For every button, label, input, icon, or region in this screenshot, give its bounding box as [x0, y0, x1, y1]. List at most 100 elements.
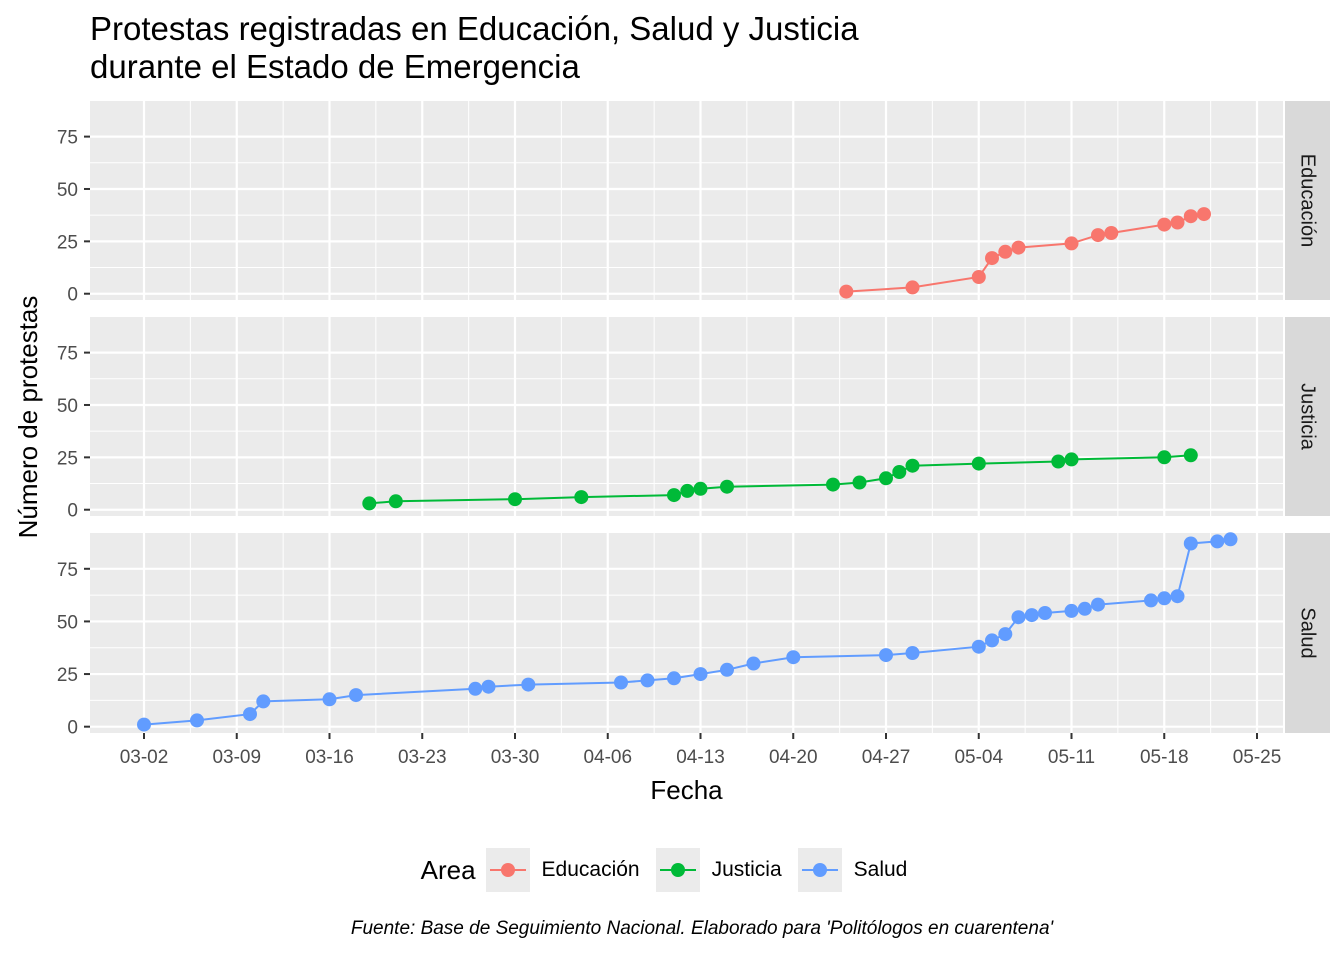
data-point-salud	[720, 662, 734, 677]
x-tick-label: 05-25	[1233, 747, 1282, 768]
data-point-salud	[786, 650, 801, 665]
data-point-salud	[667, 671, 681, 686]
data-point-salud	[905, 646, 920, 660]
data-point-educacion	[971, 270, 986, 284]
data-point-justicia	[680, 483, 695, 498]
y-tick-label: 50	[57, 612, 78, 633]
legend-item-justicia: Justicia	[655, 848, 782, 892]
facet-strip-label-salud: Salud	[1297, 607, 1319, 658]
x-tick-label: 04-13	[676, 747, 725, 768]
data-point-salud	[1077, 601, 1092, 616]
data-point-salud	[985, 633, 999, 648]
chart-caption: Fuente: Base de Seguimiento Nacional. El…	[350, 918, 1054, 939]
legend-title: Area	[420, 854, 476, 885]
y-tick-label: 75	[57, 128, 78, 149]
x-tick-label: 05-18	[1140, 747, 1189, 768]
data-point-justicia	[852, 475, 867, 490]
legend-key-educacion	[485, 848, 530, 892]
data-point-salud	[1011, 610, 1026, 625]
data-point-justicia	[879, 471, 893, 486]
y-tick-label: 25	[57, 232, 78, 253]
data-point-salud	[1157, 591, 1172, 606]
data-point-educacion	[985, 251, 999, 266]
y-tick-label: 0	[67, 718, 78, 739]
data-point-justicia	[892, 465, 907, 479]
x-tick-label: 05-11	[1048, 747, 1095, 768]
legend-key-dot	[670, 863, 685, 877]
legend-label-salud: Salud	[853, 858, 908, 881]
data-point-salud	[693, 667, 708, 682]
panel-background	[90, 101, 1283, 300]
legend-key-dot	[500, 863, 515, 877]
legend-item-educacion: Educación	[485, 848, 640, 892]
y-tick-label: 50	[57, 180, 78, 201]
data-point-educacion	[1170, 215, 1185, 230]
y-tick-label: 25	[57, 665, 78, 686]
data-point-justicia	[971, 456, 986, 471]
y-tick-label: 0	[67, 285, 78, 306]
data-point-justicia	[1183, 448, 1198, 463]
data-point-salud	[1038, 606, 1052, 620]
data-point-salud	[1223, 532, 1238, 547]
data-point-justicia	[362, 496, 377, 511]
x-tick-label: 03-16	[305, 747, 354, 768]
x-tick-label: 03-09	[212, 747, 261, 768]
facet-strip	[1285, 317, 1330, 516]
legend-label-educacion: Educación	[541, 858, 640, 881]
data-point-educacion	[1197, 207, 1211, 222]
data-point-salud	[243, 707, 257, 722]
data-point-justicia	[667, 488, 681, 503]
data-point-salud	[481, 679, 496, 694]
data-point-salud	[746, 656, 761, 671]
data-point-salud	[137, 717, 151, 732]
data-point-salud	[640, 673, 655, 688]
x-axis-title: Fecha	[650, 775, 723, 805]
data-point-justicia	[1157, 450, 1172, 465]
y-axis-title: Número de protestas	[13, 296, 43, 539]
facet-strip	[1285, 533, 1330, 733]
data-point-salud	[521, 677, 536, 692]
data-point-justicia	[905, 458, 920, 473]
facet-strip-label-educacion: Educación	[1297, 154, 1319, 247]
facet-strip-label-justicia: Justicia	[1297, 383, 1319, 451]
x-tick-label: 03-23	[398, 747, 447, 768]
data-point-salud	[1091, 597, 1105, 612]
data-point-educacion	[1157, 217, 1172, 232]
data-point-educacion	[1091, 228, 1105, 243]
chart-title-line-1: Protestas registradas en Educación, Salu…	[90, 10, 859, 47]
data-point-salud	[1170, 589, 1185, 604]
data-point-salud	[468, 681, 483, 696]
data-point-salud	[971, 639, 986, 654]
data-point-justicia	[720, 479, 734, 494]
legend-label-justicia: Justicia	[711, 858, 782, 881]
data-point-educacion	[1183, 209, 1198, 224]
data-point-educacion	[1104, 226, 1119, 240]
data-point-justicia	[574, 490, 589, 505]
data-point-educacion	[1011, 240, 1026, 255]
facet-strip	[1285, 101, 1330, 300]
legend-item-salud: Salud	[797, 848, 908, 892]
data-point-salud	[1210, 534, 1225, 549]
legend-key-dot	[812, 863, 827, 877]
y-tick-label: 50	[57, 396, 78, 417]
data-point-justicia	[693, 481, 708, 496]
data-point-salud	[1064, 603, 1079, 618]
data-point-educacion	[905, 280, 920, 295]
data-point-justicia	[388, 494, 403, 509]
panel-background	[90, 317, 1283, 516]
data-point-salud	[879, 648, 893, 663]
data-point-justicia	[1064, 452, 1079, 467]
legend: Area Educación Justicia Salud	[0, 848, 1344, 892]
data-point-educacion	[998, 244, 1013, 259]
x-tick-label: 04-20	[769, 747, 818, 768]
legend-key-salud	[797, 848, 842, 892]
data-point-salud	[1144, 593, 1158, 608]
chart-title-line-2: durante el Estado de Emergencia	[90, 48, 580, 85]
data-point-educacion	[839, 284, 854, 299]
x-tick-label: 05-04	[954, 747, 1003, 768]
data-point-salud	[190, 713, 204, 728]
y-tick-label: 25	[57, 448, 78, 469]
data-point-justicia	[826, 477, 840, 492]
x-tick-label: 03-30	[491, 747, 540, 768]
